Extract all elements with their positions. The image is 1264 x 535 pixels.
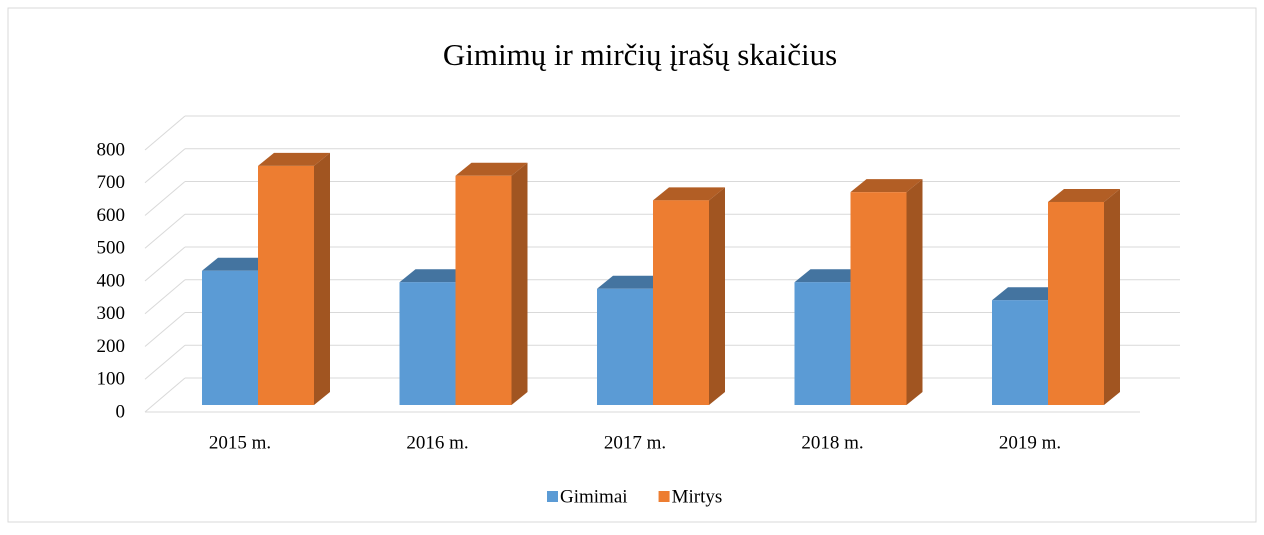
legend-label: Mirtys xyxy=(672,486,723,507)
y-tick-label: 600 xyxy=(97,205,126,226)
legend-swatch xyxy=(658,491,670,502)
grid-line-side xyxy=(144,148,186,184)
bar-side xyxy=(709,187,725,405)
bar xyxy=(1048,201,1104,405)
bar-side xyxy=(314,152,330,405)
x-tick-label: 2015 m. xyxy=(209,432,271,453)
y-tick-label: 100 xyxy=(97,369,126,390)
grid-line-side xyxy=(144,344,186,380)
bar xyxy=(202,270,258,405)
bar-top xyxy=(202,257,274,271)
y-tick-label: 300 xyxy=(97,303,126,324)
bar xyxy=(992,300,1048,405)
bar-top xyxy=(992,287,1064,301)
bar xyxy=(653,200,709,405)
y-tick-label: 400 xyxy=(97,270,126,291)
bar-top xyxy=(653,187,725,201)
bar-side xyxy=(511,162,528,405)
y-tick-label: 500 xyxy=(97,238,126,259)
x-tick-label: 2016 m. xyxy=(406,432,468,453)
grid-line-side xyxy=(144,181,186,216)
bar-top xyxy=(597,275,669,289)
bar-top xyxy=(399,269,472,283)
grid-line-side xyxy=(144,213,186,249)
y-tick-label: 800 xyxy=(97,139,126,160)
bar-top xyxy=(794,269,867,283)
bar-top xyxy=(850,179,923,193)
x-tick-label: 2019 m. xyxy=(999,432,1061,453)
bar xyxy=(455,175,512,405)
bar-top xyxy=(455,162,528,176)
bar-top xyxy=(1048,188,1120,202)
bar xyxy=(850,192,907,405)
y-tick-label: 200 xyxy=(97,336,126,357)
x-tick-label: 2017 m. xyxy=(604,432,666,453)
y-tick-label: 700 xyxy=(97,172,126,193)
grid-line-side xyxy=(144,246,186,282)
chart-title: Gimimų ir mirčių įrašų skaičius xyxy=(443,37,837,72)
y-tick-label: 0 xyxy=(116,401,126,422)
grid-line-side xyxy=(144,377,186,413)
x-tick-label: 2018 m. xyxy=(801,432,863,453)
legend-swatch xyxy=(547,491,558,502)
bar xyxy=(258,165,314,405)
bar xyxy=(399,282,456,405)
bar-top xyxy=(258,152,330,166)
grid-line-side xyxy=(144,312,186,347)
bar xyxy=(597,288,653,405)
bar xyxy=(794,282,851,405)
bar-side xyxy=(1104,188,1120,405)
grid-line-side xyxy=(144,115,186,151)
legend-label: Gimimai xyxy=(560,486,628,507)
grid-line-side xyxy=(144,279,186,315)
bar-side xyxy=(906,179,923,405)
